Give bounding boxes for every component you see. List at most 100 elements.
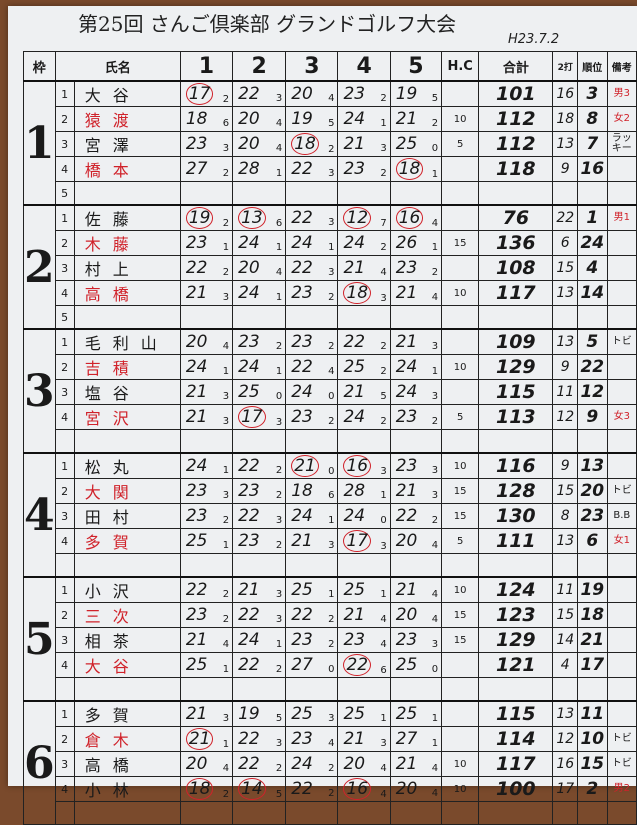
hole-points: 3 bbox=[328, 168, 335, 179]
total-score: 124 bbox=[478, 576, 554, 603]
rank: 22 bbox=[577, 354, 608, 380]
hole-2-score: 22 3 bbox=[232, 503, 287, 529]
rank: 17 bbox=[577, 652, 608, 678]
stroke-count: 24 bbox=[291, 754, 313, 774]
hole-points: 5 bbox=[328, 118, 335, 129]
hole-points: 4 bbox=[380, 789, 387, 800]
hole-5-score bbox=[389, 553, 443, 578]
hole-points: 2 bbox=[275, 465, 283, 476]
hole-1-score: 21 1 bbox=[179, 726, 234, 752]
player-number: 3 bbox=[54, 751, 75, 777]
two-stroke-count bbox=[552, 801, 578, 825]
hole-1-score: 25 1 bbox=[179, 652, 234, 678]
player-row bbox=[24, 801, 637, 825]
stroke-count: 28 bbox=[343, 481, 366, 501]
hole-points: 1 bbox=[328, 589, 335, 600]
header-hole-3: 3 bbox=[285, 51, 339, 82]
remarks: トビ bbox=[606, 478, 637, 504]
rank bbox=[577, 553, 608, 578]
hole-points: 6 bbox=[328, 490, 335, 501]
score-pair: 20 4 bbox=[238, 109, 282, 129]
player-number: 5 bbox=[54, 181, 75, 206]
rank: 6 bbox=[577, 528, 608, 554]
hole-4-score: 17 3 bbox=[337, 528, 391, 554]
remarks bbox=[606, 652, 637, 678]
stroke-count: 23 bbox=[238, 332, 260, 352]
player-name: 相茶 bbox=[73, 627, 181, 653]
player-row: 6 1 多賀 21 3 19 5 25 3 25 1 25 1 115 13 11 bbox=[23, 700, 637, 825]
hole-2-score: 24 1 bbox=[232, 627, 287, 653]
hole-points: 2 bbox=[222, 789, 230, 800]
hole-3-score: 24 0 bbox=[285, 379, 339, 405]
hole-points: 2 bbox=[380, 366, 387, 377]
stroke-count: 21 bbox=[395, 332, 418, 352]
group-frame-number: 4 bbox=[23, 452, 56, 578]
hole-5-score: 23 3 bbox=[389, 452, 443, 479]
score-pair: 18 3 bbox=[343, 282, 387, 304]
hole-points: 2 bbox=[328, 763, 335, 774]
group-frame-number: 2 bbox=[23, 204, 56, 330]
group-frame-number: 5 bbox=[23, 576, 56, 702]
hole-points: 4 bbox=[222, 341, 230, 352]
stroke-count: 23 bbox=[185, 481, 208, 501]
player-number: 4 bbox=[54, 156, 75, 182]
stroke-count: 23 bbox=[395, 456, 418, 476]
rank bbox=[577, 181, 608, 206]
total-score bbox=[478, 801, 554, 825]
two-stroke-count bbox=[552, 305, 578, 330]
score-pair: 23 2 bbox=[343, 84, 386, 104]
player-row: 4 1 松丸 24 1 22 2 21 0 16 3 23 3 10 116 9 13 bbox=[23, 452, 637, 578]
stroke-count: 23 bbox=[185, 134, 208, 154]
hole-points: 2 bbox=[222, 614, 230, 625]
hole-points: 4 bbox=[380, 763, 387, 774]
score-pair: 27 2 bbox=[186, 159, 229, 179]
hole-points: 1 bbox=[328, 515, 335, 526]
player-number: 3 bbox=[54, 255, 75, 281]
hole-4-score bbox=[337, 801, 391, 825]
score-pair: 20 4 bbox=[238, 258, 282, 278]
player-name: 大関 bbox=[73, 478, 181, 504]
header-hole-4: 4 bbox=[337, 51, 391, 82]
header-hole-1: 1 bbox=[179, 51, 234, 82]
total-score: 109 bbox=[478, 328, 554, 355]
hole-points: 3 bbox=[431, 639, 439, 650]
two-stroke-count: 11 bbox=[552, 576, 578, 603]
rank: 4 bbox=[577, 255, 608, 281]
two-stroke-count: 6 bbox=[552, 230, 578, 256]
hole-points: 2 bbox=[380, 93, 387, 104]
hole-points: 2 bbox=[328, 341, 335, 352]
hole-points: 4 bbox=[380, 267, 387, 278]
hole-points: 3 bbox=[275, 614, 283, 625]
remarks: トビ bbox=[606, 726, 637, 752]
stroke-count: 22 bbox=[238, 84, 260, 104]
stroke-count: 25 bbox=[291, 580, 313, 600]
rank: 13 bbox=[577, 452, 608, 479]
player-name: 田村 bbox=[73, 503, 181, 529]
hole-points: 4 bbox=[328, 93, 335, 104]
score-pair: 22 3 bbox=[291, 208, 334, 228]
hole-2-score: 23 2 bbox=[232, 528, 287, 554]
hole-points: 0 bbox=[328, 466, 335, 477]
two-stroke-count: 13 bbox=[552, 700, 578, 727]
hole-points: 5 bbox=[380, 391, 387, 402]
score-pair: 17 2 bbox=[185, 83, 229, 105]
remarks: 男1 bbox=[606, 204, 637, 231]
sheet-date: H23.7.2 bbox=[508, 32, 560, 47]
handicap: 10 bbox=[441, 751, 480, 777]
hole-1-score: 23 3 bbox=[179, 478, 234, 504]
remarks: 女2 bbox=[606, 106, 637, 132]
player-row: 5 bbox=[24, 181, 637, 206]
stroke-count: 21 bbox=[395, 481, 418, 501]
player-number bbox=[54, 553, 75, 578]
hole-points: 4 bbox=[431, 788, 439, 799]
two-stroke-count bbox=[552, 181, 578, 206]
header-handicap: H.C bbox=[441, 51, 480, 82]
score-pair: 18 6 bbox=[291, 481, 334, 501]
hole-2-score: 20 4 bbox=[232, 131, 287, 157]
stroke-count: 19 bbox=[185, 207, 214, 229]
hole-3-score: 20 4 bbox=[285, 80, 339, 107]
total-score: 121 bbox=[478, 652, 554, 678]
stroke-count: 19 bbox=[395, 84, 418, 104]
hole-points: 3 bbox=[275, 93, 283, 104]
hole-4-score bbox=[337, 181, 391, 206]
